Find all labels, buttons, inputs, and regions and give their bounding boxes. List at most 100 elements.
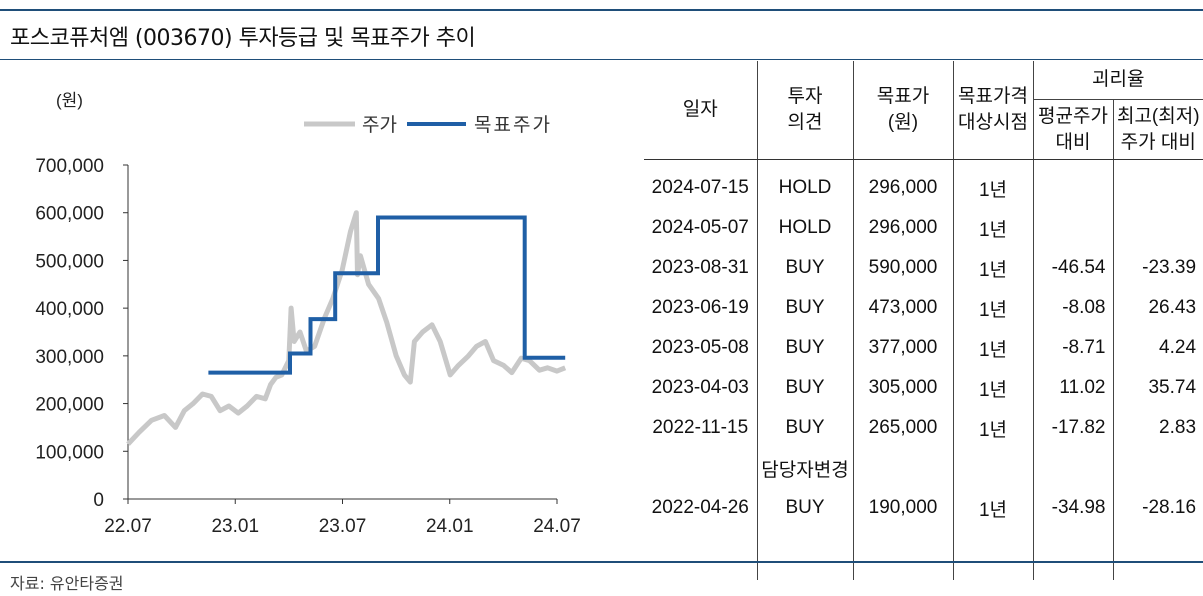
rating-history-table: 일자 투자 의견 목표가 (원) 목표가격 대상시점 괴리율 평균주가 대비 <box>644 61 1203 580</box>
cell-high-low: 2.83 <box>1112 408 1203 448</box>
table-row: 2024-07-15 HOLD 296,000 1년 <box>644 159 1203 208</box>
x-tick-label: 24.01 <box>426 516 474 537</box>
header-opinion-line2: 의견 <box>787 112 823 133</box>
cell-empty <box>852 528 953 580</box>
bottom-rule <box>0 561 1203 563</box>
cell-avg: -8.08 <box>1032 288 1113 328</box>
cell-period: 1년 <box>952 488 1033 528</box>
y-tick-label: 300,000 <box>35 347 104 368</box>
source-note: 자료: 유안타증권 <box>10 574 124 593</box>
header-opinion: 투자 의견 <box>756 61 853 160</box>
price-series-line <box>126 210 567 446</box>
cell-empty <box>1032 528 1113 580</box>
cell-avg: -46.54 <box>1032 248 1113 288</box>
cell-opinion: BUY <box>756 408 853 448</box>
cell-opinion: HOLD <box>756 159 853 208</box>
table-spacer-row <box>644 528 1203 580</box>
cell-empty <box>852 448 953 488</box>
cell-empty <box>952 528 1033 580</box>
header-basis: 목표가격 대상시점 <box>952 61 1033 160</box>
header-high-low: 최고(최저) 주가 대비 <box>1112 99 1203 160</box>
cell-empty <box>1112 448 1203 488</box>
cell-opinion: HOLD <box>756 208 853 248</box>
cell-avg: 11.02 <box>1032 368 1113 408</box>
cell-target: 377,000 <box>852 328 953 368</box>
cell-empty <box>644 448 757 488</box>
stock-price-chart: (원) 주가 목표주가 700,000 600,000 500,000 400,000… <box>35 91 580 537</box>
cell-period: 1년 <box>952 248 1033 288</box>
title-underline <box>0 59 1203 60</box>
top-rule <box>0 9 1203 11</box>
cell-avg: -8.71 <box>1032 328 1113 368</box>
cell-target: 473,000 <box>852 288 953 328</box>
cell-date: 2023-04-03 <box>651 377 749 398</box>
cell-target: 190,000 <box>852 488 953 528</box>
table-row: 2024-05-07 HOLD 296,000 1년 <box>644 208 1203 248</box>
header-avg-line2: 대비 <box>1055 131 1091 153</box>
header-basis-line1: 목표가격 <box>958 86 1028 107</box>
header-target-line2: (원) <box>887 112 919 133</box>
header-high-low-line2: 주가 대비 <box>1120 131 1196 153</box>
table-row: 2023-04-03 BUY 305,000 1년 11.02 35.74 <box>644 368 1203 408</box>
cell-target: 590,000 <box>852 248 953 288</box>
x-tick-label: 23.01 <box>211 516 259 537</box>
table-row: 2022-04-26 BUY 190,000 1년 -34.98 -28.16 <box>644 488 1203 528</box>
cell-high-low: 4.24 <box>1112 328 1203 368</box>
cell-period: 1년 <box>952 328 1033 368</box>
cell-high-low: 26.43 <box>1112 288 1203 328</box>
header-date: 일자 <box>644 61 757 160</box>
cell-avg <box>1032 208 1113 248</box>
cell-empty <box>1112 528 1203 580</box>
y-tick-label: 500,000 <box>35 251 104 272</box>
header-target-line1: 목표가 <box>876 86 930 107</box>
cell-empty <box>1032 448 1113 488</box>
cell-opinion: BUY <box>756 328 853 368</box>
cell-date: 2024-05-07 <box>651 217 749 238</box>
cell-date: 2022-04-26 <box>651 497 749 518</box>
table-row: 2023-05-08 BUY 377,000 1년 -8.71 4.24 <box>644 328 1203 368</box>
cell-target: 305,000 <box>852 368 953 408</box>
y-tick-label: 200,000 <box>35 395 104 416</box>
cell-period: 1년 <box>952 159 1033 208</box>
y-axis: 700,000 600,000 500,000 400,000 300,000 200,0… <box>35 156 128 511</box>
cell-period: 1년 <box>952 288 1033 328</box>
y-tick-label: 400,000 <box>35 299 104 320</box>
header-basis-line2: 대상시점 <box>958 112 1028 133</box>
cell-high-low <box>1112 208 1203 248</box>
cell-high-low: -23.39 <box>1112 248 1203 288</box>
cell-period: 1년 <box>952 408 1033 448</box>
cell-date: 2024-07-15 <box>651 177 749 198</box>
y-tick-label: 700,000 <box>35 156 104 177</box>
x-tick-label: 23.07 <box>319 516 367 537</box>
cell-empty <box>952 448 1033 488</box>
table-note-row: 담당자변경 <box>644 448 1203 488</box>
table-row: 2023-08-31 BUY 590,000 1년 -46.54 -23.39 <box>644 248 1203 288</box>
header-deviation-text: 괴리율 <box>1092 69 1145 90</box>
cell-date: 2023-06-19 <box>651 297 749 318</box>
header-opinion-line1: 투자 <box>787 86 823 107</box>
header-date-text: 일자 <box>682 99 718 120</box>
cell-opinion: BUY <box>756 488 853 528</box>
y-axis-unit: (원) <box>56 91 83 110</box>
cell-date: 2023-08-31 <box>651 257 749 278</box>
header-avg: 평균주가 대비 <box>1032 99 1113 160</box>
cell-empty <box>644 528 757 580</box>
cell-opinion: BUY <box>756 248 853 288</box>
cell-date: 2023-05-08 <box>651 337 749 358</box>
y-tick-label: 0 <box>93 490 104 511</box>
y-tick-label: 100,000 <box>35 442 104 463</box>
header-avg-line1: 평균주가 <box>1038 105 1108 127</box>
cell-target: 265,000 <box>852 408 953 448</box>
x-tick-label: 22.07 <box>104 516 152 537</box>
cell-date: 2022-11-15 <box>652 417 749 438</box>
cell-target: 296,000 <box>852 159 953 208</box>
cell-period: 1년 <box>952 368 1033 408</box>
y-tick-label: 600,000 <box>35 204 104 225</box>
target-price-series-line <box>208 215 566 375</box>
cell-opinion: BUY <box>756 288 853 328</box>
cell-high-low: -28.16 <box>1112 488 1203 528</box>
cell-high-low: 35.74 <box>1112 368 1203 408</box>
cell-opinion: BUY <box>756 368 853 408</box>
cell-target: 296,000 <box>852 208 953 248</box>
cell-avg <box>1032 159 1113 208</box>
